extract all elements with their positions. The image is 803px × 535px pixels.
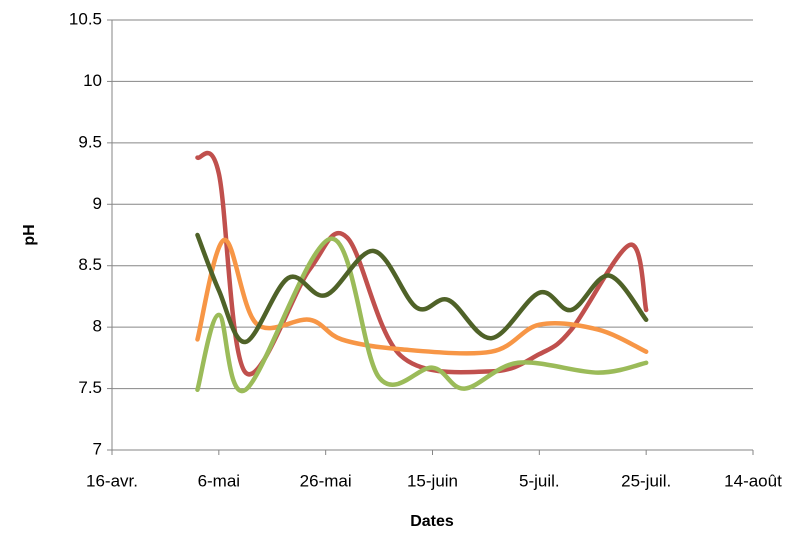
y-tick-label: 8.5	[78, 255, 102, 274]
line-series	[195, 237, 649, 356]
line-series	[195, 236, 649, 394]
y-tick-label: 10.5	[69, 9, 102, 28]
line-series	[195, 150, 649, 377]
x-tick-label: 16-avr.	[86, 471, 138, 490]
x-tick-label: 6-mai	[198, 471, 241, 490]
x-axis-title: Dates	[410, 513, 454, 530]
y-tick-label: 9	[93, 194, 102, 213]
y-tick-label: 8	[93, 317, 102, 336]
x-tick-label: 25-juil.	[621, 471, 671, 490]
line-series	[195, 232, 649, 345]
y-tick-label: 7.5	[78, 378, 102, 397]
x-tick-label: 15-juin	[407, 471, 458, 490]
x-tick-label: 14-août	[724, 471, 782, 490]
y-tick-label: 10	[83, 71, 102, 90]
y-axis-title: pH	[21, 224, 38, 245]
y-tick-label: 7	[93, 439, 102, 458]
x-tick-label: 5-juil.	[519, 471, 560, 490]
x-tick-label: 26-mai	[300, 471, 352, 490]
y-tick-label: 9.5	[78, 132, 102, 151]
